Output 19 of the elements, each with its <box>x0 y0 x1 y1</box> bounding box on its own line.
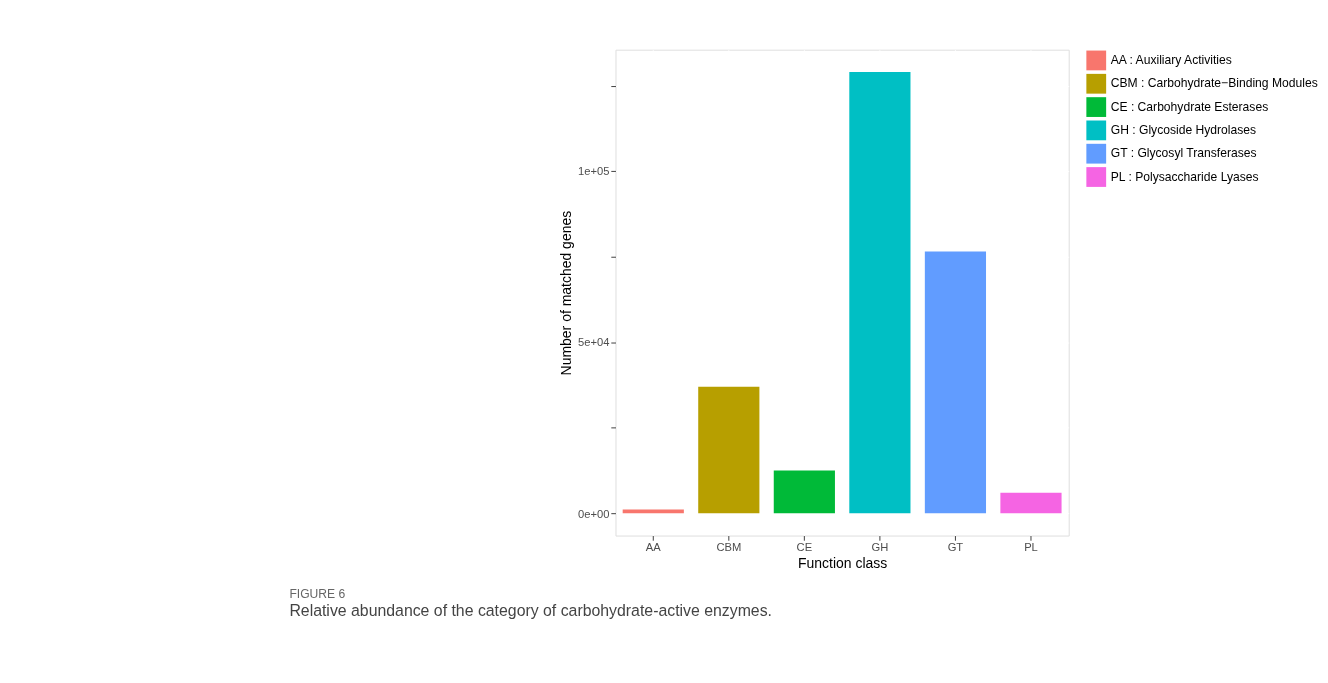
x-tick-label: GT <box>947 540 964 553</box>
legend-label: GT : Glycosyl Transferases <box>1110 146 1257 161</box>
legend-label: CBM : Carbohydrate−Binding Modules <box>1110 76 1318 91</box>
x-tick-label: PL <box>1024 540 1038 553</box>
y-tick-label: 0e+00 <box>578 507 610 520</box>
x-axis-title: Function class <box>797 554 888 571</box>
x-tick-label: AA <box>645 540 662 553</box>
x-tick-label: CBM <box>716 540 742 553</box>
legend-label: CE : Carbohydrate Esterases <box>1110 99 1269 114</box>
text: Relative abundance of the category of carbohydrate-active enzymes. <box>289 601 773 619</box>
y-tick-label: 5e+04 <box>578 336 610 349</box>
y-tick-label: 1e+05 <box>578 165 610 178</box>
legend-label: GH : Glycoside Hydrolases <box>1110 123 1257 138</box>
caption: FIGURE 6 <box>289 587 346 602</box>
legend-label: AA : Auxiliary Activities <box>1110 53 1232 68</box>
x-tick-label: GH <box>871 540 889 553</box>
legend-label: PL : Polysaccharide Lyases <box>1110 169 1259 184</box>
x-tick-label: CE <box>796 540 813 553</box>
y-axis-title: Number of matched genes <box>558 210 575 376</box>
